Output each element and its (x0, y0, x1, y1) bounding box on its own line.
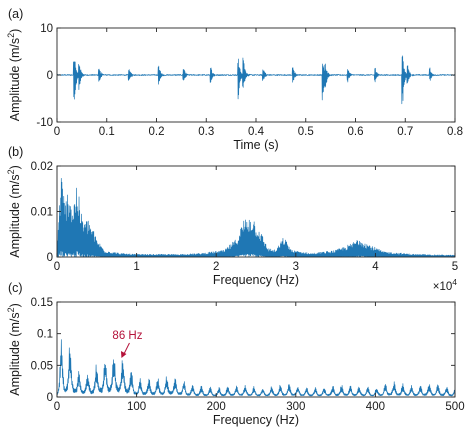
trace-group (57, 177, 455, 257)
panel-2: 0 100 200 300 400 500 0 0.05 0.1 0.15 Frequency (H… (6, 281, 465, 427)
x-tick-label: 0.7 (397, 126, 413, 138)
x-multiplier: ×104 (433, 277, 458, 293)
series-line (57, 177, 455, 257)
x-tick-label: 0.5 (298, 126, 314, 138)
x-tick-label: 0.4 (248, 126, 265, 138)
plot-frame (56, 301, 456, 398)
x-tick-label: 0 (54, 126, 60, 138)
panel-1: 0 1 2 3 4 5 0 0.01 0.02 Frequency (Hz) Amplitude (… (6, 145, 458, 293)
panel-label: (b) (8, 145, 23, 159)
x-tick-label: 0.8 (447, 126, 463, 138)
panel-label: (c) (8, 281, 23, 295)
y-tick-label: 0.05 (31, 360, 53, 372)
y-tick-label: 0.02 (31, 161, 53, 173)
y-tick-label: 10 (40, 23, 53, 35)
x-axis-label: Time (s) (233, 138, 278, 152)
x-axis-label: Frequency (Hz) (213, 413, 299, 427)
x-tick-label: 0.6 (348, 126, 364, 138)
x-tick-label: 4 (372, 261, 379, 273)
trace-group (57, 339, 455, 397)
series-line (57, 55, 455, 105)
x-axis-label: Frequency (Hz) (213, 273, 299, 287)
panel-label: (a) (8, 7, 23, 21)
x-tick-label: 3 (293, 261, 299, 273)
x-tick-label: 0 (54, 261, 60, 273)
x-tick-label: 5 (452, 261, 458, 273)
y-tick-label: 0.15 (31, 297, 53, 309)
x-tick-label: 400 (366, 401, 385, 413)
annotation-label: 86 Hz (112, 330, 142, 342)
x-tick-label: 300 (286, 401, 305, 413)
x-tick-label: 0 (54, 401, 60, 413)
x-tick-label: 0.1 (99, 126, 115, 138)
annotation-arrowhead (120, 351, 127, 358)
y-tick-label: 0 (47, 70, 53, 82)
x-tick-label: 2 (213, 261, 219, 273)
x-tick-label: 0.2 (149, 126, 165, 138)
x-tick-label: 0.3 (198, 126, 214, 138)
y-axis-label: Amplitude (m/s2) (6, 29, 22, 122)
y-axis-label: Amplitude (m/s2) (6, 303, 22, 396)
y-tick-label: 0.1 (37, 329, 53, 341)
x-tick-label: 100 (127, 401, 146, 413)
x-tick-label: 1 (133, 261, 139, 273)
y-tick-label: 0.01 (31, 207, 53, 219)
y-tick-label: 0 (47, 392, 53, 404)
series-line (57, 339, 455, 397)
y-tick-label: -10 (36, 117, 53, 129)
y-axis-label: Amplitude (m/s2) (6, 165, 22, 258)
y-tick-label: 0 (47, 252, 53, 264)
x-tick-label: 200 (207, 401, 226, 413)
x-tick-label: 500 (445, 401, 464, 413)
trace-group (57, 55, 455, 105)
